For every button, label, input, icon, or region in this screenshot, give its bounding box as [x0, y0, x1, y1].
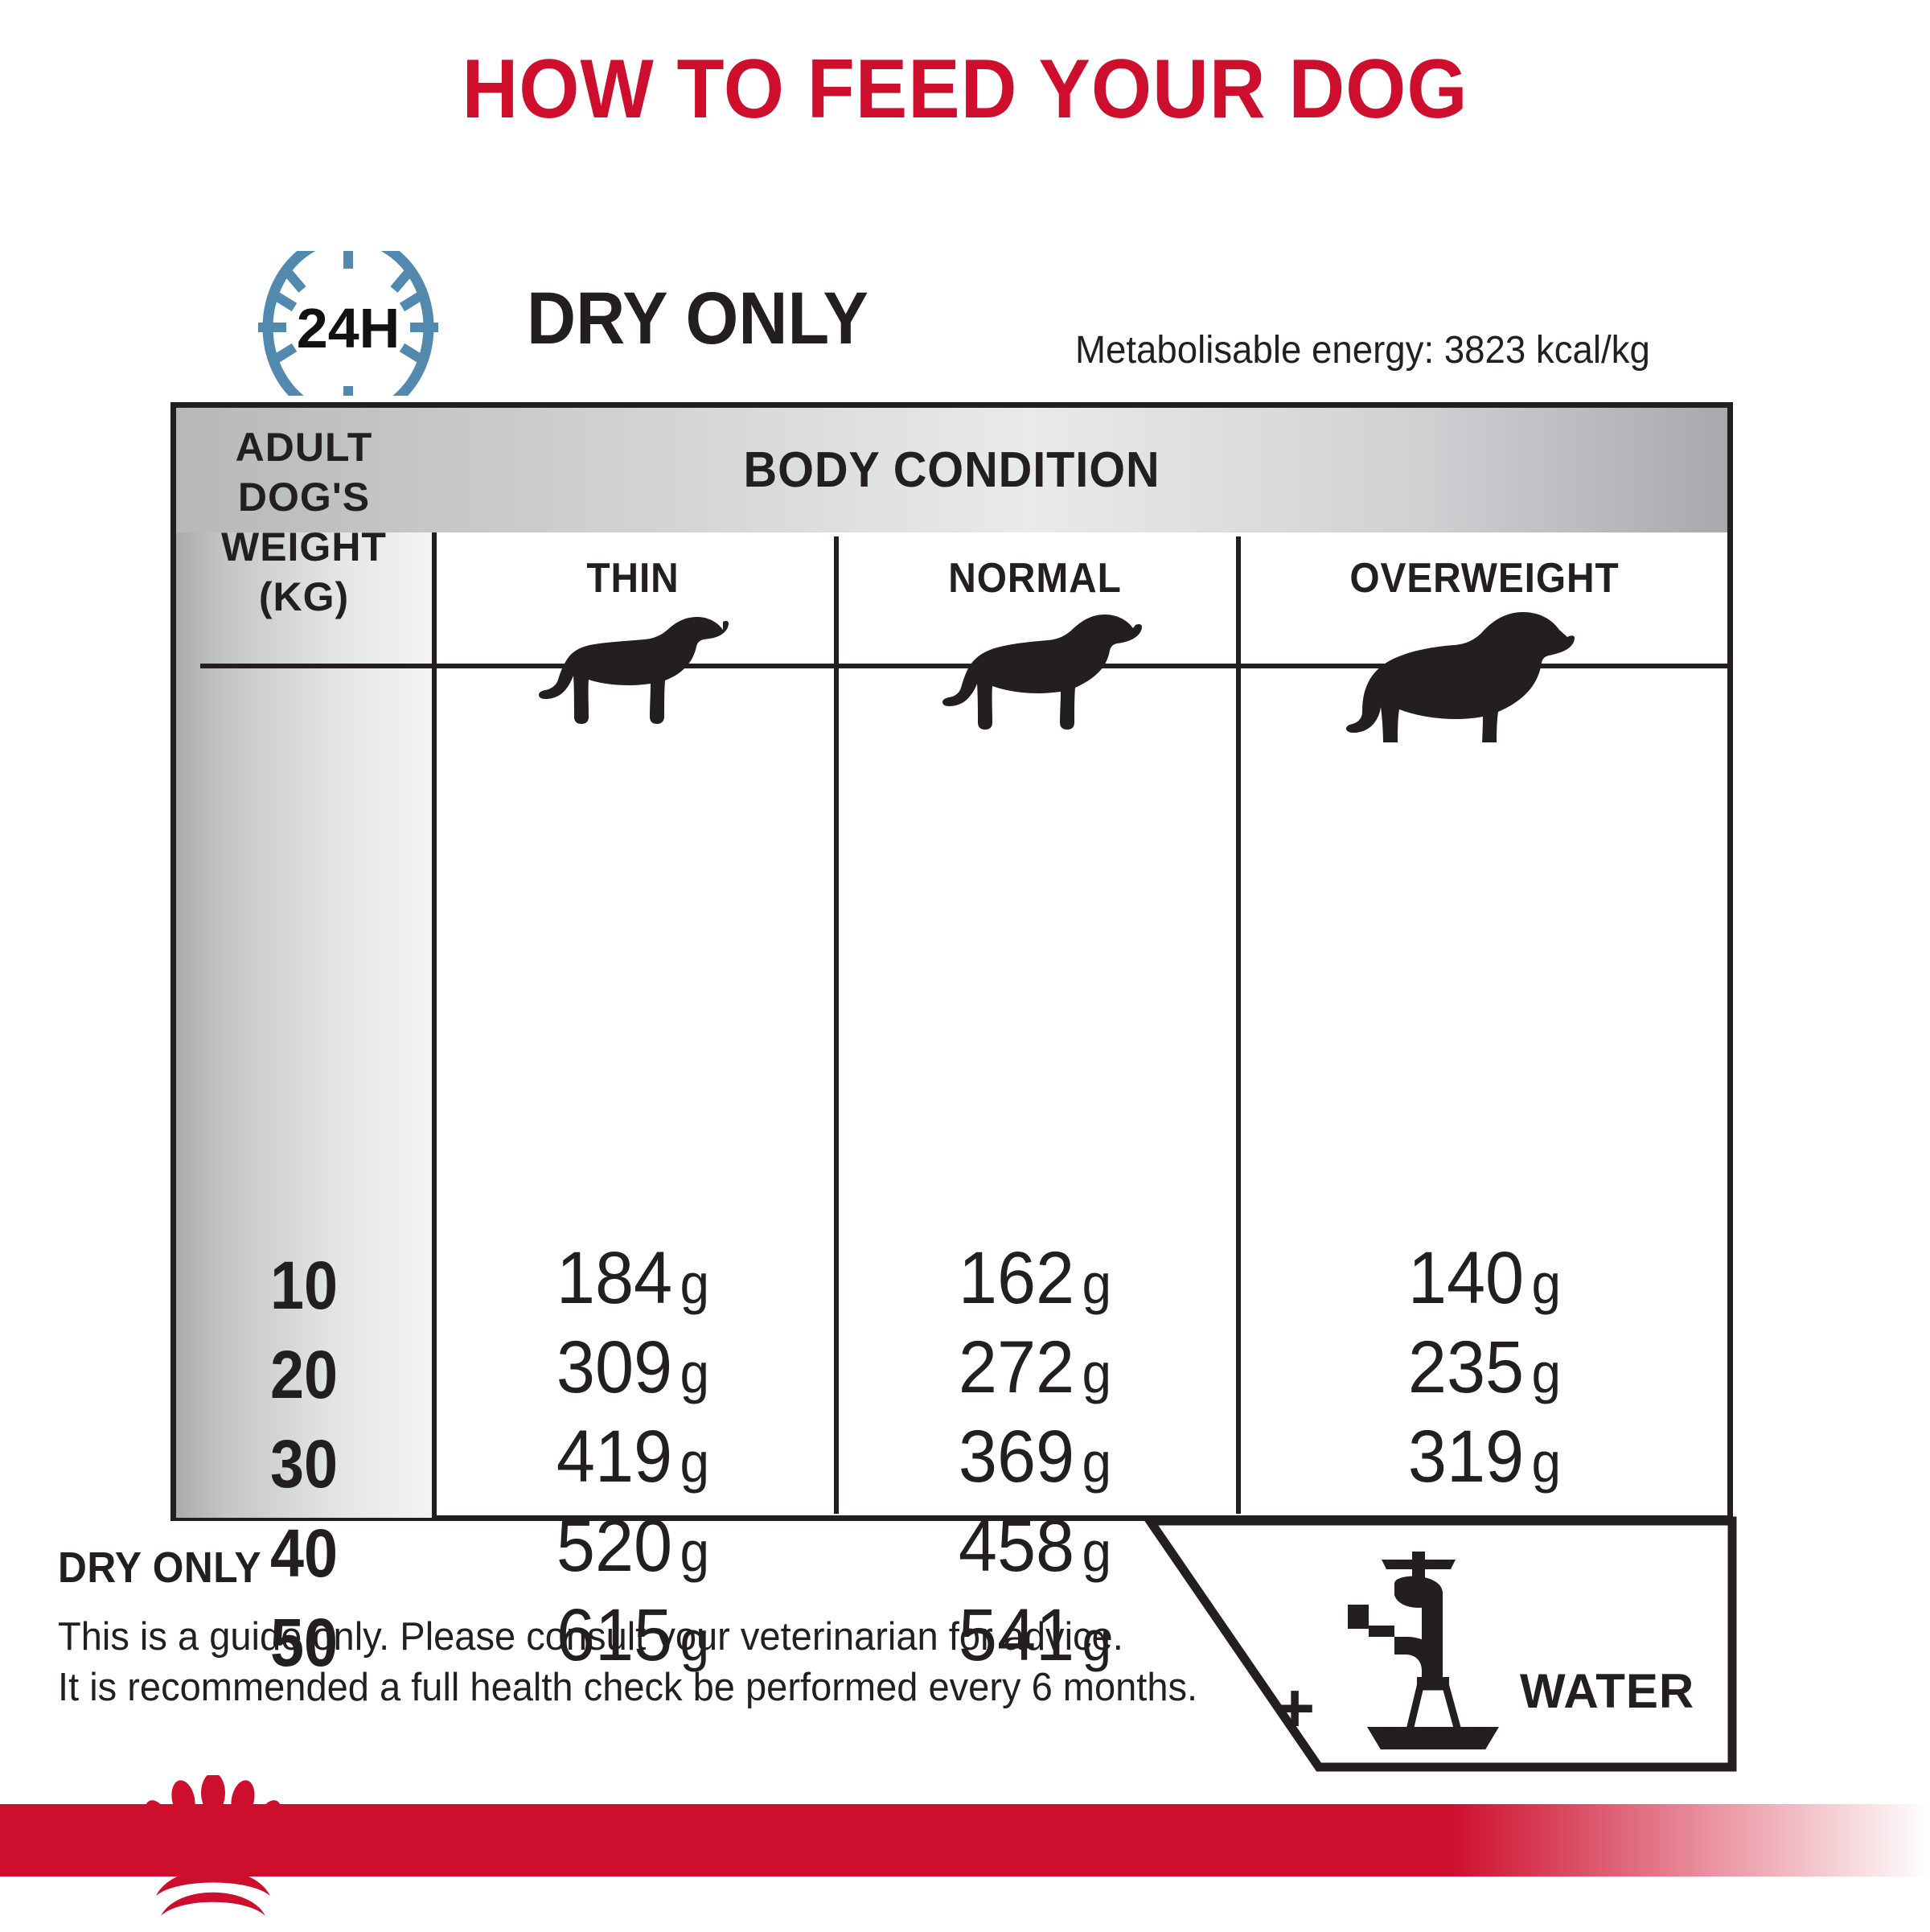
- value: 615: [556, 1594, 673, 1676]
- column-divider-2: [834, 536, 839, 1514]
- table-cell-thin: 309 g: [444, 1326, 822, 1410]
- water-panel: + WATER: [1070, 1516, 1737, 1782]
- svg-text:24H: 24H: [297, 297, 400, 360]
- table-cell-overweight: 140 g: [1251, 1236, 1719, 1321]
- value: 235: [1407, 1326, 1525, 1408]
- value: 419: [556, 1416, 673, 1498]
- column-header-overweight: OVERWEIGHT: [1349, 555, 1620, 602]
- body-condition-header: BODY CONDITION: [176, 408, 1727, 532]
- plus-icon: +: [1275, 1670, 1316, 1747]
- table-row: 40: [269, 1515, 339, 1591]
- table-row: 50: [269, 1605, 339, 1680]
- unit: g: [1531, 1431, 1562, 1494]
- value: 140: [1407, 1237, 1525, 1319]
- unit: g: [1082, 1609, 1112, 1672]
- column-header-normal: NORMAL: [948, 555, 1122, 602]
- table-cell-normal: 369 g: [846, 1415, 1224, 1499]
- metabolisable-energy: Metabolisable energy: 3823 kcal/kg: [1075, 329, 1650, 372]
- unit: g: [680, 1520, 710, 1583]
- value: 458: [958, 1505, 1075, 1587]
- value: 369: [958, 1416, 1075, 1498]
- value: 319: [1407, 1416, 1525, 1498]
- page-title: HOW TO FEED YOUR DOG: [462, 43, 1468, 136]
- value: 162: [958, 1237, 1075, 1319]
- unit: g: [680, 1252, 710, 1315]
- column-divider-1: [432, 532, 437, 1518]
- table-cell-overweight: 319 g: [1251, 1415, 1719, 1499]
- weight-header-line-3: WEIGHT: [221, 524, 387, 569]
- table-cell-thin: 615 g: [444, 1593, 822, 1678]
- clock-24h-icon: 24H: [235, 251, 462, 396]
- header-divider: [200, 664, 1733, 668]
- footer-line-1: This is a guide only. Please consult you…: [58, 1615, 1123, 1659]
- table-row: 10: [269, 1248, 339, 1323]
- footer-heading: DRY ONLY: [58, 1544, 262, 1592]
- table-row: 20: [269, 1337, 339, 1412]
- value: 520: [556, 1505, 673, 1587]
- table-cell-thin: 520 g: [444, 1504, 822, 1589]
- unit: g: [680, 1609, 710, 1672]
- thin-dog-icon: [530, 601, 739, 738]
- table-cell-overweight: 235 g: [1251, 1326, 1719, 1410]
- royal-canin-crown-icon: [121, 1775, 306, 1932]
- value: 309: [556, 1326, 673, 1408]
- unit: g: [1082, 1252, 1112, 1315]
- feeding-table: BODY CONDITION ADULT DOG'S WEIGHT (KG) T…: [170, 402, 1733, 1680]
- unit: g: [1082, 1520, 1112, 1583]
- weight-header-line-2: DOG'S: [237, 475, 371, 520]
- table-cell-normal: 541 g: [846, 1593, 1224, 1678]
- column-header-thin: THIN: [586, 555, 680, 602]
- table-row: 30: [269, 1426, 339, 1502]
- unit: g: [1531, 1342, 1562, 1404]
- feed-type-heading: DRY ONLY: [527, 277, 868, 360]
- value: 541: [958, 1594, 1075, 1676]
- unit: g: [1531, 1252, 1562, 1315]
- table-cell-normal: 272 g: [846, 1326, 1224, 1410]
- table-cell-thin: 184 g: [444, 1236, 822, 1321]
- footer-line-2: It is recommended a full health check be…: [58, 1666, 1198, 1709]
- brand-bar: [0, 1804, 1930, 1877]
- normal-dog-icon: [936, 601, 1149, 739]
- unit: g: [680, 1431, 710, 1494]
- overweight-dog-icon: [1344, 598, 1577, 742]
- table-cell-normal: 162 g: [846, 1236, 1224, 1321]
- body-condition-label: BODY CONDITION: [743, 442, 1160, 498]
- weight-column-header: ADULT DOG'S WEIGHT (KG): [176, 422, 432, 622]
- unit: g: [1082, 1431, 1112, 1494]
- unit: g: [1082, 1342, 1112, 1404]
- weight-header-line-1: ADULT: [235, 425, 373, 470]
- value: 272: [958, 1326, 1075, 1408]
- table-cell-normal: 458 g: [846, 1504, 1224, 1589]
- unit: g: [680, 1342, 710, 1404]
- column-divider-3: [1236, 536, 1241, 1514]
- weight-header-line-4: (KG): [258, 574, 350, 619]
- value: 184: [556, 1237, 673, 1319]
- water-label: WATER: [1520, 1664, 1695, 1718]
- table-cell-thin: 419 g: [444, 1415, 822, 1499]
- weight-column-band: [176, 532, 432, 1518]
- faucet-bowl-icon: [1335, 1548, 1520, 1770]
